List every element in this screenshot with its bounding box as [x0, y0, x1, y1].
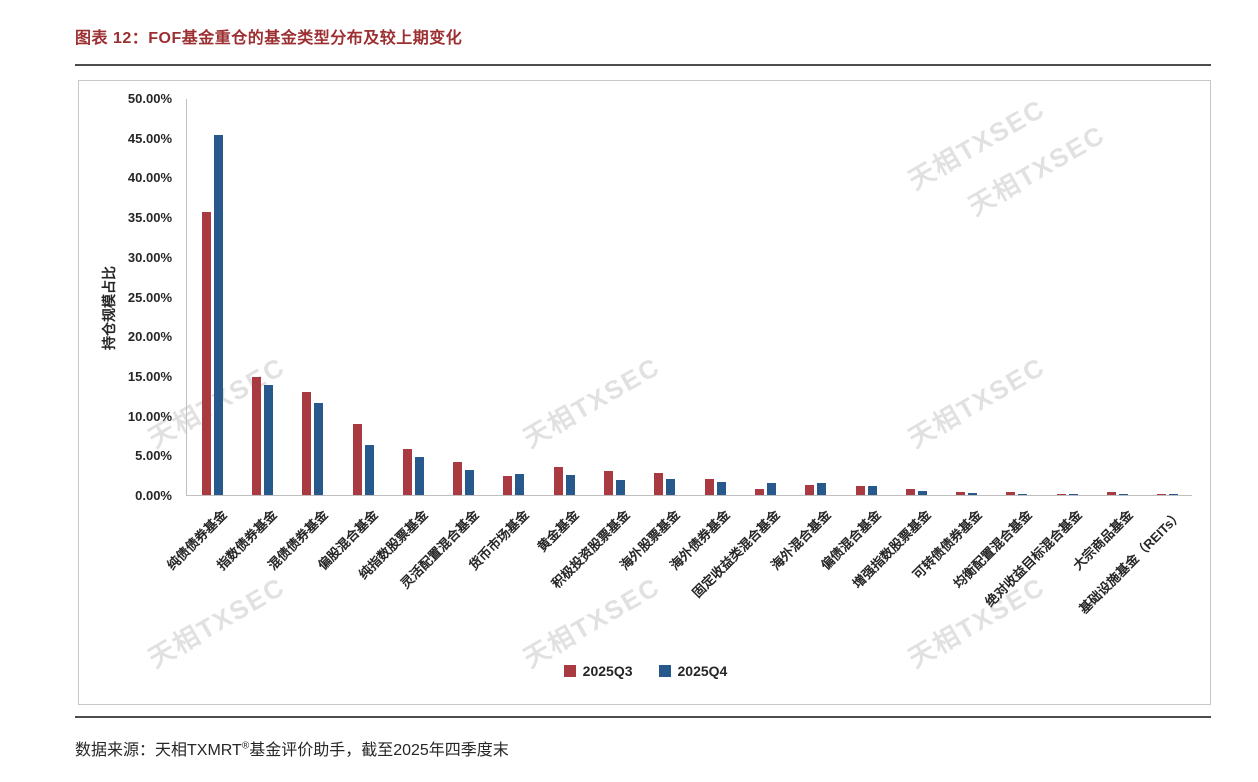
bar-2025Q4: [917, 491, 927, 495]
bar-2025Q3: [1056, 493, 1066, 495]
source-text-suffix: 基金评价助手，截至2025年四季度末: [249, 742, 509, 759]
bar-2025Q4: [213, 135, 223, 495]
bar-2025Q3: [956, 492, 966, 495]
y-tick-label: 35.00%: [127, 210, 172, 226]
bar-2025Q4: [616, 479, 626, 495]
figure-caption: 图表 12：FOF基金重仓的基金类型分布及较上期变化: [75, 30, 463, 47]
bar-2025Q4: [515, 473, 525, 495]
source-text-prefix: 数据来源：天相TXMRT: [75, 742, 242, 759]
legend-swatch: [658, 665, 671, 677]
bar-2025Q3: [1006, 491, 1016, 495]
legend-swatch: [563, 665, 576, 677]
y-tick-label: 45.00%: [127, 130, 172, 146]
bar-2025Q4: [1018, 493, 1028, 495]
y-tick-label: 30.00%: [127, 249, 172, 265]
y-tick-label: 20.00%: [127, 329, 172, 345]
bar-2025Q3: [754, 489, 764, 495]
bar-2025Q3: [704, 479, 714, 495]
x-axis-label: 固定收益类混合基金: [689, 507, 784, 601]
bar-2025Q4: [263, 385, 273, 495]
bar-2025Q4: [716, 481, 726, 495]
bar-2025Q3: [352, 424, 362, 495]
bar-2025Q4: [817, 483, 827, 495]
bar-2025Q4: [1169, 493, 1179, 495]
bar-2025Q4: [867, 486, 877, 495]
bar-2025Q4: [314, 402, 324, 495]
y-tick-label: 5.00%: [135, 448, 172, 464]
legend: 2025Q3 2025Q4: [79, 663, 1210, 679]
y-tick-label: 25.00%: [127, 289, 172, 305]
registered-mark: ®: [241, 740, 250, 752]
bar-2025Q4: [414, 456, 424, 495]
bar-2025Q3: [905, 489, 915, 495]
bar-2025Q3: [402, 448, 412, 495]
bar-2025Q3: [805, 485, 815, 495]
top-divider: [75, 64, 1211, 66]
x-axis-label: 黄金基金: [534, 507, 582, 555]
legend-label: 2025Q3: [582, 663, 633, 679]
legend-label: 2025Q4: [677, 663, 728, 679]
y-axis: 50.00% 45.00% 40.00% 35.00% 30.00% 25.00% 20.0…: [79, 81, 178, 704]
y-tick-label: 15.00%: [127, 368, 172, 384]
data-source: 数据来源：天相TXMRT®基金评价助手，截至2025年四季度末: [75, 736, 509, 760]
bar-2025Q4: [1119, 494, 1129, 495]
bar-2025Q3: [654, 472, 664, 495]
legend-item: 2025Q3: [563, 663, 633, 679]
y-tick-label: 10.00%: [127, 408, 172, 424]
chart-box: 持仓规模占比 50.00% 45.00% 40.00% 35.00% 30.00% 25.…: [78, 80, 1211, 705]
bar-2025Q4: [1068, 493, 1078, 495]
bar-2025Q3: [604, 471, 614, 495]
bar-2025Q3: [553, 467, 563, 495]
bar-2025Q3: [1157, 494, 1167, 495]
bar-2025Q4: [666, 479, 676, 495]
bar-2025Q3: [1107, 491, 1117, 495]
legend-item: 2025Q4: [658, 663, 728, 679]
bar-2025Q3: [201, 212, 211, 495]
bar-2025Q3: [302, 391, 312, 495]
bar-2025Q4: [968, 493, 978, 495]
bar-2025Q3: [453, 462, 463, 495]
bar-2025Q4: [565, 475, 575, 495]
bar-2025Q3: [251, 376, 261, 495]
bar-2025Q4: [766, 483, 776, 495]
y-tick-label: 40.00%: [127, 170, 172, 186]
bar-2025Q3: [503, 475, 513, 495]
y-tick-label: 50.00%: [127, 91, 172, 106]
x-axis-labels: 纯债债券基金 指数债券基金 混债债券基金 偏股混合基金 纯指数股票基金 灵活配置混合基金货…: [164, 497, 1192, 657]
bar-2025Q3: [855, 486, 865, 495]
plot-area: [186, 99, 1192, 496]
y-tick-label: 0.00%: [135, 488, 172, 503]
bar-2025Q4: [465, 469, 475, 495]
bar-2025Q4: [364, 444, 374, 495]
bottom-divider: [75, 716, 1211, 718]
